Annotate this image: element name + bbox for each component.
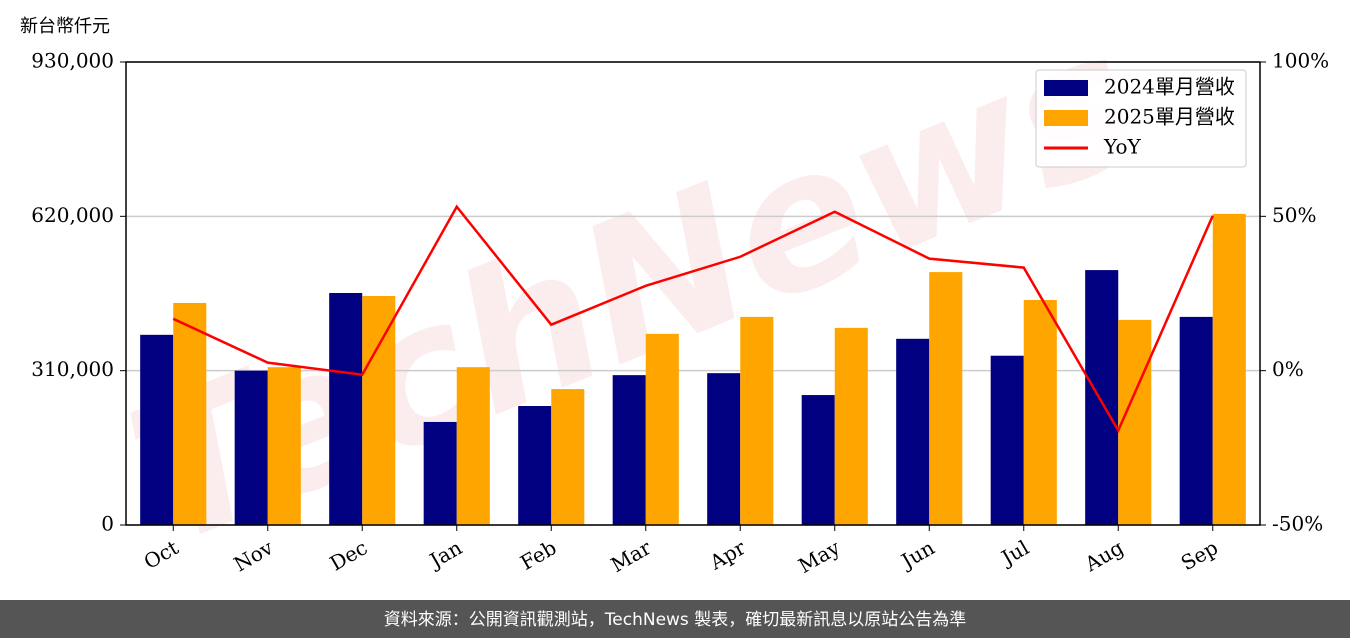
x-tick-label: May xyxy=(794,535,844,578)
plot-frame xyxy=(125,61,1261,526)
bar xyxy=(456,367,490,525)
bar xyxy=(329,293,363,525)
bar xyxy=(740,316,774,525)
legend-label: YoY xyxy=(1103,135,1142,159)
bar xyxy=(645,333,679,525)
legend-swatch xyxy=(1044,80,1088,96)
bar xyxy=(801,395,835,525)
y2-tick-label: 100% xyxy=(1272,49,1329,73)
y-tick-label: 930,000 xyxy=(31,49,114,73)
x-tick-label: Dec xyxy=(326,535,372,575)
y-axis-label: 新台幣仟元 xyxy=(20,16,110,37)
y2-tick-label: -50% xyxy=(1272,512,1323,536)
x-tick-label: Feb xyxy=(516,535,560,574)
footer-bar xyxy=(0,600,1350,638)
bar xyxy=(140,334,174,525)
bar xyxy=(707,373,741,525)
bar xyxy=(267,367,301,525)
bar xyxy=(1118,319,1152,525)
y2-tick-label: 50% xyxy=(1272,203,1316,227)
bar xyxy=(234,370,268,525)
x-tick-label: Jun xyxy=(896,535,939,574)
bar xyxy=(612,375,646,525)
y2-tick-label: 0% xyxy=(1272,357,1304,381)
legend-label: 2024單月營收 xyxy=(1104,75,1235,99)
y-tick-label: 620,000 xyxy=(31,203,114,227)
bar xyxy=(1212,213,1246,525)
x-tick-label: Apr xyxy=(705,535,750,575)
bar xyxy=(990,355,1024,525)
x-tick-label: Jan xyxy=(424,535,466,573)
bar xyxy=(423,421,457,525)
x-tick-label: Mar xyxy=(607,535,656,577)
bar xyxy=(551,389,585,525)
x-tick-label: Jul xyxy=(996,535,1033,570)
y-tick-label: 0 xyxy=(101,512,114,536)
legend-box xyxy=(1035,69,1247,168)
legend-swatch xyxy=(1044,110,1088,126)
bar xyxy=(1023,299,1057,525)
bar xyxy=(834,327,868,525)
bar xyxy=(362,295,396,525)
bar xyxy=(173,302,207,525)
bar xyxy=(1085,270,1119,525)
y-tick-label: 310,000 xyxy=(31,357,114,381)
x-tick-label: Sep xyxy=(1177,535,1222,575)
bar xyxy=(929,272,963,525)
line xyxy=(172,204,1214,434)
bar xyxy=(1179,316,1213,525)
x-tick-label: Aug xyxy=(1080,535,1128,576)
bar xyxy=(518,406,552,525)
legend-label: 2025單月營收 xyxy=(1104,105,1235,129)
source-note: 資料來源：公開資訊觀測站，TechNews 製表，確切最新訊息以原站公告為準 xyxy=(384,610,966,630)
bar xyxy=(896,338,930,525)
